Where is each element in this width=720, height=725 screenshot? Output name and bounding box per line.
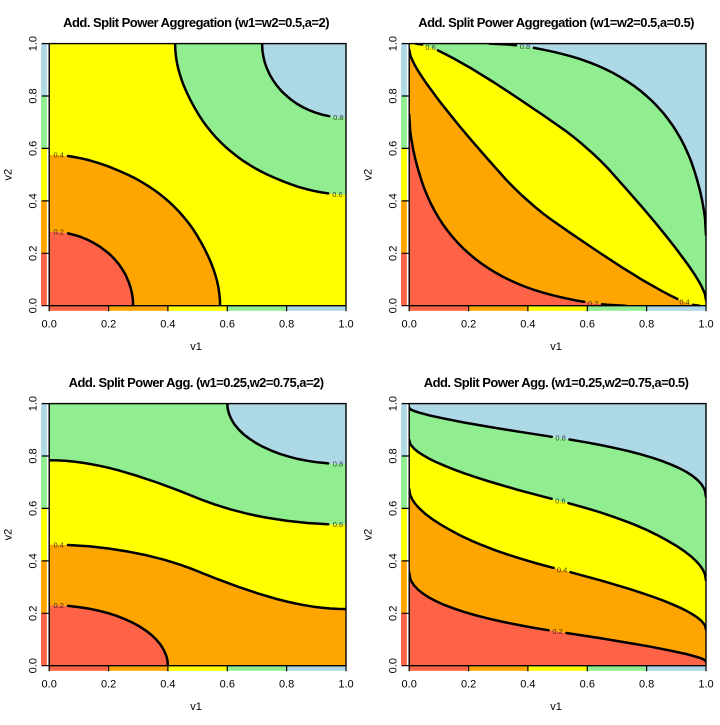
svg-text:Add. Split Power Aggregation (: Add. Split Power Aggregation (w1=w2=0.5,… xyxy=(418,15,694,30)
svg-text:Add. Split Power Agg. (w1=0.25: Add. Split Power Agg. (w1=0.25,w2=0.75,a… xyxy=(69,375,324,390)
svg-text:0.0: 0.0 xyxy=(42,319,57,331)
svg-text:0.8: 0.8 xyxy=(387,88,399,103)
svg-text:0.2: 0.2 xyxy=(27,246,39,261)
svg-text:0.4: 0.4 xyxy=(53,540,63,549)
svg-text:0.4: 0.4 xyxy=(160,319,175,331)
svg-text:0.4: 0.4 xyxy=(27,193,39,208)
svg-text:0.0: 0.0 xyxy=(402,679,417,691)
svg-text:0.0: 0.0 xyxy=(387,658,399,673)
svg-text:0.8: 0.8 xyxy=(639,319,654,331)
svg-text:0.2: 0.2 xyxy=(461,319,476,331)
svg-text:0.4: 0.4 xyxy=(27,553,39,568)
svg-text:0.2: 0.2 xyxy=(552,627,562,636)
svg-text:v1: v1 xyxy=(550,701,562,713)
svg-text:0.0: 0.0 xyxy=(42,679,57,691)
svg-text:0.8: 0.8 xyxy=(333,460,343,469)
svg-text:0.0: 0.0 xyxy=(27,298,39,313)
svg-text:0.4: 0.4 xyxy=(53,151,63,160)
svg-text:0.2: 0.2 xyxy=(101,319,116,331)
svg-text:0.6: 0.6 xyxy=(387,501,399,516)
svg-text:0.6: 0.6 xyxy=(333,520,343,529)
svg-text:0.6: 0.6 xyxy=(332,190,342,199)
svg-text:0.8: 0.8 xyxy=(279,679,294,691)
svg-text:0.4: 0.4 xyxy=(679,298,689,307)
svg-text:0.2: 0.2 xyxy=(387,606,399,621)
svg-text:0.2: 0.2 xyxy=(461,679,476,691)
svg-text:0.2: 0.2 xyxy=(27,606,39,621)
svg-text:0.6: 0.6 xyxy=(27,501,39,516)
svg-text:0.6: 0.6 xyxy=(555,497,565,506)
svg-text:0.4: 0.4 xyxy=(387,193,399,208)
svg-text:Add. Split Power Agg. (w1=0.25: Add. Split Power Agg. (w1=0.25,w2=0.75,a… xyxy=(424,375,689,390)
svg-text:Add. Split Power Aggregation (: Add. Split Power Aggregation (w1=w2=0.5,… xyxy=(63,15,329,30)
svg-text:0.8: 0.8 xyxy=(639,679,654,691)
svg-text:0.2: 0.2 xyxy=(53,601,63,610)
svg-text:v1: v1 xyxy=(190,701,202,713)
svg-text:1.0: 1.0 xyxy=(338,319,353,331)
svg-text:0.8: 0.8 xyxy=(520,42,530,51)
svg-text:0.6: 0.6 xyxy=(580,679,595,691)
svg-text:0.8: 0.8 xyxy=(333,113,343,122)
svg-text:1.0: 1.0 xyxy=(27,396,39,411)
svg-text:0.6: 0.6 xyxy=(220,679,235,691)
svg-text:v2: v2 xyxy=(3,529,15,541)
svg-text:0.0: 0.0 xyxy=(402,319,417,331)
svg-text:0.8: 0.8 xyxy=(387,448,399,463)
svg-text:0.4: 0.4 xyxy=(557,566,567,575)
svg-text:0.8: 0.8 xyxy=(555,434,565,443)
svg-text:0.8: 0.8 xyxy=(27,448,39,463)
svg-text:1.0: 1.0 xyxy=(387,36,399,51)
svg-text:0.6: 0.6 xyxy=(425,43,435,52)
svg-text:1.0: 1.0 xyxy=(387,396,399,411)
svg-text:1.0: 1.0 xyxy=(27,36,39,51)
svg-text:v1: v1 xyxy=(190,341,202,353)
svg-text:v2: v2 xyxy=(363,529,375,541)
svg-text:v2: v2 xyxy=(363,169,375,181)
svg-text:0.4: 0.4 xyxy=(520,679,535,691)
svg-text:0.6: 0.6 xyxy=(27,141,39,156)
svg-text:1.0: 1.0 xyxy=(338,679,353,691)
svg-text:1.0: 1.0 xyxy=(698,319,713,331)
svg-text:0.0: 0.0 xyxy=(387,298,399,313)
svg-text:0.4: 0.4 xyxy=(387,553,399,568)
svg-text:0.6: 0.6 xyxy=(220,319,235,331)
svg-text:1.0: 1.0 xyxy=(698,679,713,691)
svg-text:0.8: 0.8 xyxy=(279,319,294,331)
svg-text:v2: v2 xyxy=(3,169,15,181)
svg-text:0.2: 0.2 xyxy=(387,246,399,261)
svg-text:0.6: 0.6 xyxy=(387,141,399,156)
svg-text:0.2: 0.2 xyxy=(101,679,116,691)
svg-text:0.4: 0.4 xyxy=(160,679,175,691)
svg-text:0.6: 0.6 xyxy=(580,319,595,331)
svg-text:0.4: 0.4 xyxy=(520,319,535,331)
svg-text:0.2: 0.2 xyxy=(588,299,598,308)
svg-text:0.8: 0.8 xyxy=(27,88,39,103)
svg-text:v1: v1 xyxy=(550,341,562,353)
svg-text:0.0: 0.0 xyxy=(27,658,39,673)
svg-text:0.2: 0.2 xyxy=(53,228,63,237)
